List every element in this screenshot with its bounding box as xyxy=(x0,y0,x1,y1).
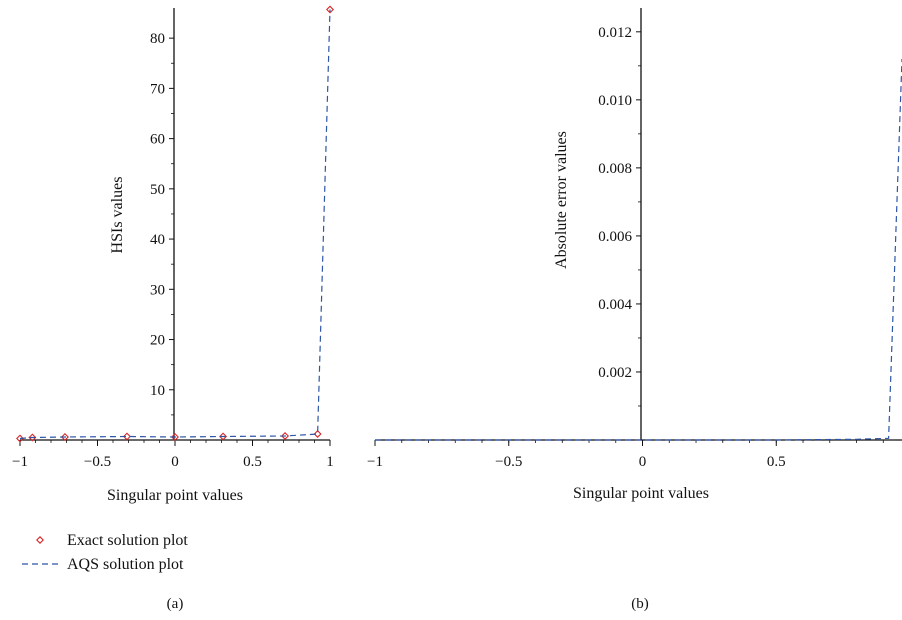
x-tick-label: −0.5 xyxy=(84,454,111,470)
y-tick-label: 0.012 xyxy=(598,25,632,41)
legend-marker-exact xyxy=(36,536,44,544)
exact-solution-point xyxy=(122,432,131,441)
x-tick-label: 0.5 xyxy=(767,454,786,470)
panel-label: (b) xyxy=(631,596,649,612)
x-tick-label: −1 xyxy=(367,454,383,470)
legend-label: AQS solution plot xyxy=(67,556,184,573)
legend-label: Exact solution plot xyxy=(67,532,188,549)
x-axis-title: Singular point values xyxy=(107,487,243,504)
y-tick-label: 0.008 xyxy=(598,161,632,177)
y-tick-label: 50 xyxy=(150,182,165,198)
x-tick-label: 0 xyxy=(171,454,179,470)
x-tick-label: 0 xyxy=(639,454,647,470)
y-tick-label: 80 xyxy=(150,31,165,47)
y-tick-label: 0.004 xyxy=(598,297,632,313)
y-tick-label: 10 xyxy=(150,383,165,399)
exact-solution-point xyxy=(16,434,24,443)
y-tick-label: 30 xyxy=(150,282,165,298)
y-tick-label: 60 xyxy=(150,132,165,148)
x-tick-label: 0.5 xyxy=(243,454,262,470)
x-tick-label: 1 xyxy=(326,454,334,470)
y-tick-label: 0.006 xyxy=(598,229,632,245)
y-tick-label: 0.002 xyxy=(598,365,632,381)
y-tick-label: 20 xyxy=(150,333,165,349)
x-axis-title: Singular point values xyxy=(573,485,709,502)
y-tick-label: 40 xyxy=(150,232,165,248)
panel-label: (a) xyxy=(167,596,184,612)
x-tick-label: −0.5 xyxy=(495,454,522,470)
y-axis-title: HSIs values xyxy=(109,177,126,254)
exact-solution-point xyxy=(60,433,69,441)
series-line-absolute-error xyxy=(375,58,902,441)
y-tick-label: 0.010 xyxy=(598,93,632,109)
exact-solution-point xyxy=(313,429,322,438)
exact-solution-point xyxy=(281,432,290,440)
x-tick-label: −1 xyxy=(12,454,28,470)
exact-solution-point xyxy=(326,5,334,14)
series-line-aqs-solution-plot xyxy=(19,9,331,440)
exact-solution-point xyxy=(219,432,228,441)
exact-solution-point xyxy=(28,433,37,442)
exact-solution-point xyxy=(171,433,179,441)
y-tick-label: 70 xyxy=(150,81,165,97)
y-axis-title: Absolute error values xyxy=(553,131,570,269)
